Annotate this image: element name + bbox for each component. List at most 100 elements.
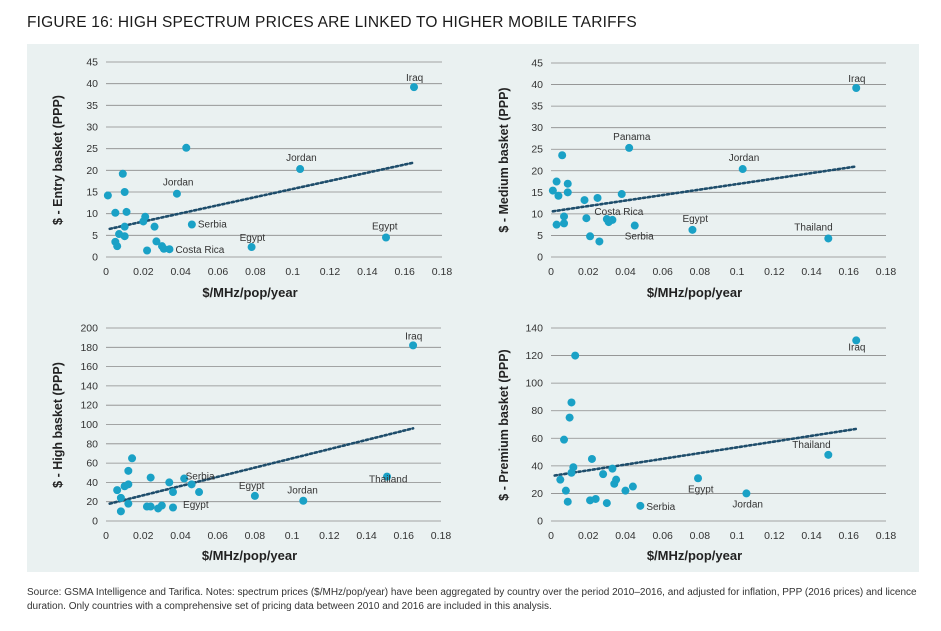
data-point xyxy=(152,237,161,246)
point-annotation: Jordan xyxy=(287,486,318,497)
y-tick-label: 25 xyxy=(86,143,98,155)
data-point xyxy=(409,341,418,350)
point-annotation: Jordan xyxy=(729,153,760,164)
x-tick-label: 0.08 xyxy=(245,266,266,278)
point-annotation: Egypt xyxy=(183,500,209,511)
y-tick-label: 35 xyxy=(86,100,98,112)
y-tick-label: 0 xyxy=(537,516,543,528)
data-point xyxy=(567,398,576,407)
data-point xyxy=(591,494,600,503)
x-tick-label: 0.04 xyxy=(170,266,191,278)
data-point xyxy=(116,507,125,516)
y-tick-label: 25 xyxy=(531,144,543,156)
point-annotation: Egypt xyxy=(372,222,398,233)
y-tick-label: 80 xyxy=(86,438,98,450)
data-point xyxy=(187,480,196,489)
x-tick-label: 0.1 xyxy=(730,266,745,278)
data-point xyxy=(113,242,122,251)
y-tick-label: 20 xyxy=(86,496,98,508)
data-point xyxy=(165,478,174,487)
data-point xyxy=(195,488,204,497)
x-tick-label: 0.04 xyxy=(615,266,636,278)
x-tick-label: 0.06 xyxy=(207,530,228,542)
x-axis-label: $/MHz/pop/year xyxy=(202,548,297,563)
data-point xyxy=(560,219,569,228)
x-tick-label: 0.12 xyxy=(319,530,340,542)
data-point xyxy=(608,464,617,473)
data-point xyxy=(554,191,563,200)
data-point xyxy=(560,212,569,221)
y-tick-label: 40 xyxy=(86,477,98,489)
data-point xyxy=(738,165,747,174)
y-tick-label: 10 xyxy=(86,208,98,220)
y-tick-label: 45 xyxy=(531,58,543,70)
x-tick-label: 0.16 xyxy=(839,266,860,278)
data-point xyxy=(120,222,129,231)
data-point xyxy=(146,502,155,511)
point-annotation: Thailand xyxy=(794,222,832,233)
y-tick-label: 40 xyxy=(531,460,543,472)
point-annotation: Egypt xyxy=(239,481,265,492)
data-point xyxy=(120,232,129,241)
chart-medium-basket: 0 5 10 15 20 25 30 35 40 45 0 0.02 0.04 0.06 0.08 0.1 0.… xyxy=(497,58,896,301)
chart-panel-background xyxy=(27,44,919,572)
data-point xyxy=(141,212,150,221)
y-axis-label: $ - Entry basket (PPP) xyxy=(51,95,65,225)
data-point xyxy=(552,220,561,229)
point-annotation: Iraq xyxy=(848,342,865,353)
x-tick-label: 0.14 xyxy=(356,530,377,542)
data-point xyxy=(383,472,392,481)
x-axis-label: $/MHz/pop/year xyxy=(647,548,742,563)
x-tick-label: 0.1 xyxy=(730,530,745,542)
x-tick-label: 0.14 xyxy=(357,266,378,278)
x-tick-label: 0 xyxy=(103,530,109,542)
data-point xyxy=(595,237,604,246)
y-tick-label: 60 xyxy=(86,458,98,470)
data-point xyxy=(852,84,861,93)
y-tick-label: 120 xyxy=(80,400,98,412)
y-tick-label: 20 xyxy=(531,165,543,177)
x-tick-label: 0.16 xyxy=(394,530,415,542)
data-point xyxy=(157,501,166,510)
y-tick-label: 15 xyxy=(531,187,543,199)
y-tick-label: 120 xyxy=(525,350,543,362)
x-tick-label: 0.14 xyxy=(801,530,822,542)
point-annotation: Panama xyxy=(613,132,651,143)
x-tick-label: 0.06 xyxy=(208,266,229,278)
trendline xyxy=(108,161,416,231)
y-tick-label: 10 xyxy=(531,208,543,220)
y-tick-label: 30 xyxy=(531,122,543,134)
y-tick-label: 200 xyxy=(80,323,98,335)
y-tick-label: 45 xyxy=(86,57,98,69)
y-tick-label: 60 xyxy=(531,433,543,445)
data-point xyxy=(247,243,256,252)
x-tick-label: 0.08 xyxy=(690,266,711,278)
data-point xyxy=(569,463,578,472)
y-tick-label: 80 xyxy=(531,405,543,417)
data-point xyxy=(103,191,112,200)
y-axis-label: $ - High basket (PPP) xyxy=(51,362,65,488)
point-annotation: Egypt xyxy=(240,233,266,244)
x-tick-label: 0.04 xyxy=(170,530,191,542)
y-tick-label: 140 xyxy=(80,380,98,392)
y-tick-label: 160 xyxy=(80,361,98,373)
point-annotation: Egypt xyxy=(682,214,708,225)
x-tick-label: 0.18 xyxy=(432,266,453,278)
data-point xyxy=(636,501,645,510)
data-point xyxy=(742,489,751,498)
data-point xyxy=(182,143,191,152)
x-tick-label: 0.02 xyxy=(578,266,599,278)
data-point xyxy=(187,220,196,229)
x-tick-label: 0.02 xyxy=(133,266,154,278)
x-tick-label: 0.06 xyxy=(652,530,673,542)
data-point xyxy=(552,177,561,186)
data-point xyxy=(180,474,189,483)
data-point xyxy=(602,499,611,508)
x-tick-label: 0.1 xyxy=(285,266,300,278)
data-point xyxy=(565,413,574,422)
data-point xyxy=(124,480,133,489)
data-point xyxy=(587,454,596,463)
point-annotation: Serbia xyxy=(646,502,675,513)
x-axis-label: $/MHz/pop/year xyxy=(647,285,742,300)
